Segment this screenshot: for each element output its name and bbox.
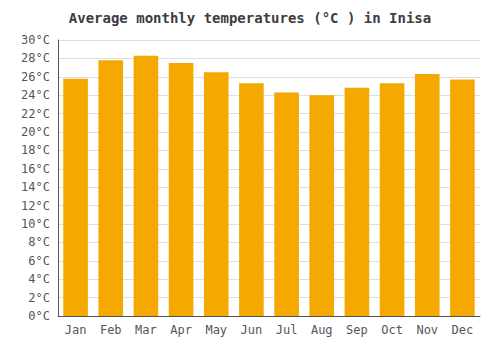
svg-text:0°C: 0°C bbox=[28, 309, 50, 323]
svg-text:4°C: 4°C bbox=[28, 272, 50, 286]
svg-text:6°C: 6°C bbox=[28, 254, 50, 268]
svg-text:16°C: 16°C bbox=[21, 162, 50, 176]
svg-text:30°C: 30°C bbox=[21, 33, 50, 47]
svg-text:28°C: 28°C bbox=[21, 51, 50, 65]
svg-text:10°C: 10°C bbox=[21, 217, 50, 231]
svg-text:Jan: Jan bbox=[65, 323, 87, 337]
svg-text:18°C: 18°C bbox=[21, 143, 50, 157]
svg-text:Apr: Apr bbox=[170, 323, 192, 337]
svg-text:24°C: 24°C bbox=[21, 88, 50, 102]
svg-text:20°C: 20°C bbox=[21, 125, 50, 139]
svg-text:14°C: 14°C bbox=[21, 180, 50, 194]
svg-text:Dec: Dec bbox=[452, 323, 474, 337]
svg-text:2°C: 2°C bbox=[28, 291, 50, 305]
svg-text:Sep: Sep bbox=[346, 323, 368, 337]
svg-text:Average monthly temperatures (: Average monthly temperatures (°C ) in In… bbox=[69, 10, 431, 26]
svg-text:Jun: Jun bbox=[241, 323, 263, 337]
svg-text:Nov: Nov bbox=[416, 323, 438, 337]
svg-text:Aug: Aug bbox=[311, 323, 333, 337]
svg-text:Mar: Mar bbox=[135, 323, 157, 337]
svg-text:22°C: 22°C bbox=[21, 107, 50, 121]
svg-text:26°C: 26°C bbox=[21, 70, 50, 84]
svg-text:Feb: Feb bbox=[100, 323, 122, 337]
svg-text:Jul: Jul bbox=[276, 323, 298, 337]
svg-text:May: May bbox=[205, 323, 227, 337]
svg-text:Oct: Oct bbox=[381, 323, 403, 337]
svg-text:12°C: 12°C bbox=[21, 199, 50, 213]
svg-text:8°C: 8°C bbox=[28, 235, 50, 249]
